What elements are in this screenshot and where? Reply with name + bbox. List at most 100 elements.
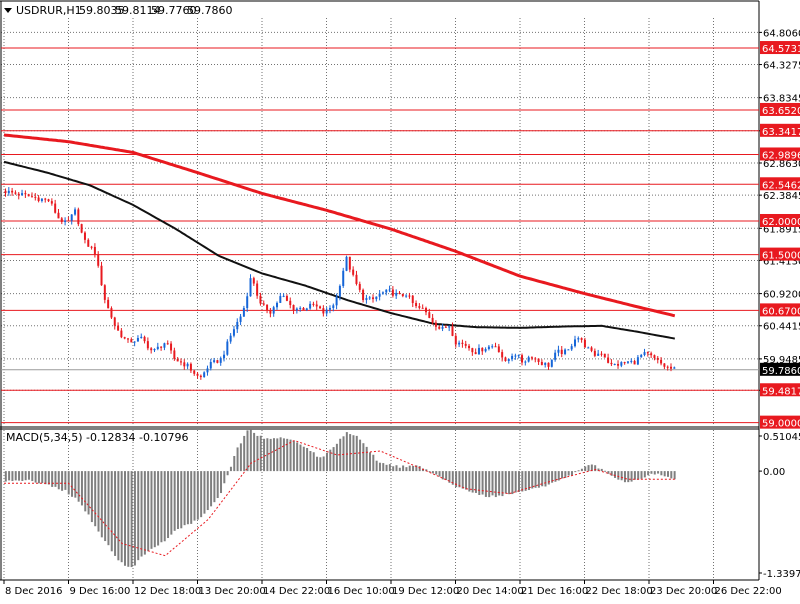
candle-body [401,293,404,297]
macd-histogram-bar [272,438,275,472]
candle-body [97,254,100,266]
candle-body [544,362,547,365]
macd-histogram-bar [474,471,477,493]
macd-title: MACD(5,34,5) -0.12834 -0.10796 [6,431,188,444]
candle-body [113,317,116,326]
macd-histogram-bar [465,471,468,490]
candle-body [179,361,182,363]
candle-body [623,362,626,364]
macd-histogram-bar [160,471,163,543]
symbol-dropdown-icon[interactable] [4,8,12,13]
candle-body [219,358,222,363]
candle-body [74,209,77,215]
macd-histogram-bar [87,471,90,515]
macd-histogram-bar [110,471,113,552]
candle-body [355,274,358,284]
macd-axis-label: 0.00 [763,467,785,478]
macd-axis-label: -1.33974 [763,569,800,580]
candle-body [315,304,318,307]
candle-body [477,347,480,355]
candle-body [484,349,487,352]
candle-body [577,338,580,340]
candle-body [269,310,272,314]
level-label: 62.9896 [762,150,800,161]
macd-histogram-bar [64,471,67,490]
price-axis-label: 61.4130 [763,256,800,267]
macd-histogram-bar [673,471,676,480]
macd-histogram-bar [127,471,130,567]
macd-histogram-bar [54,471,57,487]
candle-body [292,305,295,311]
ohlc-close: 59.7860 [187,4,233,17]
candle-body [285,295,288,301]
macd-histogram-bar [180,471,183,529]
candle-body [501,352,504,358]
moving-average-red [3,133,676,318]
macd-histogram-bar [259,435,262,472]
macd-axis-label: 0.51045 [763,432,800,443]
candle-body [438,326,441,329]
candles-layer [4,187,676,380]
macd-histogram-bar [511,471,514,495]
macd-histogram-bar [233,456,236,472]
macd-histogram-bar [362,443,365,472]
macd-histogram-bar [554,471,557,482]
candle-body [325,309,328,314]
macd-histogram-bar [418,466,421,472]
macd-histogram-bar [176,471,179,529]
candle-body [421,307,424,309]
candle-body [21,193,24,196]
macd-histogram-bar [31,471,34,482]
macd-histogram-bar [567,471,570,476]
level-label: 62.5462 [762,180,800,191]
candle-body [11,190,14,193]
price-axis-label: 60.9200 [763,290,800,301]
candle-body [44,198,47,200]
candle-body [189,363,192,371]
macd-histogram-bar [392,466,395,472]
candle-body [348,256,351,270]
ohlc-high: 59.8114 [115,4,161,17]
candle-body [90,246,93,248]
candle-body [398,292,401,294]
candle-body [249,278,252,297]
candle-body [266,304,269,311]
candle-body [613,363,616,365]
level-label: 60.6700 [762,306,800,317]
candle-body [322,308,325,314]
candle-body [345,256,348,271]
candle-body [487,346,490,350]
macd-histogram-bar [282,438,285,472]
macd-histogram-bar [213,471,216,503]
macd-histogram-bar [286,438,289,472]
macd-histogram-bar [4,471,7,482]
price-axis-label: 62.3845 [763,191,800,202]
candle-body [209,361,212,369]
macd-histogram-bar [630,471,633,482]
candle-body [40,198,43,201]
macd-histogram-bar [395,465,398,472]
level-tag [760,102,800,116]
candle-body [570,346,573,350]
candle-body [289,300,292,306]
candle-body [37,197,40,201]
candle-body [441,326,444,329]
macd-histogram-bar [484,471,487,497]
macd-histogram-bar [266,438,269,472]
macd-histogram-bar [369,452,372,472]
candle-body [405,295,408,297]
candle-body [458,342,461,345]
candle-body [564,349,567,355]
macd-histogram-bar [332,447,335,472]
macd-histogram-bar [534,471,537,488]
macd-histogram-bar [220,471,223,494]
candle-body [252,278,255,284]
candle-body [54,203,57,213]
candle-body [494,346,497,348]
price-axis-label: 64.3275 [763,61,800,72]
macd-histogram-bar [564,471,567,478]
candle-body [600,353,603,355]
macd-histogram-bar [319,457,322,472]
